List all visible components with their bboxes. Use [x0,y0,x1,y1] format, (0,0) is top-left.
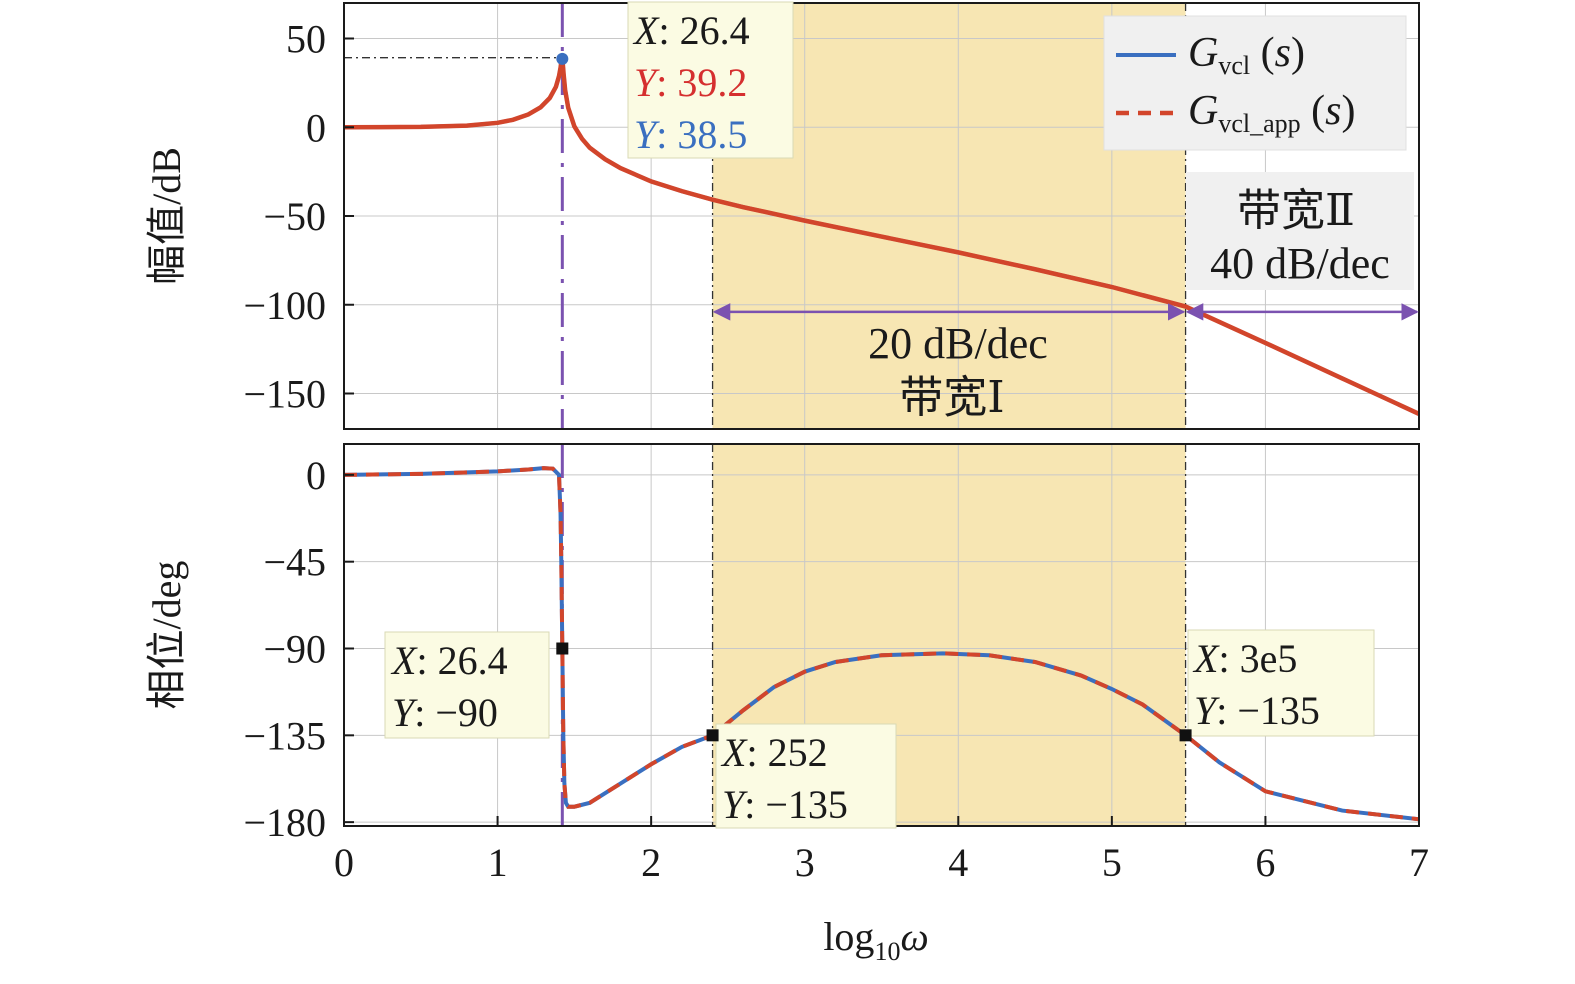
peak-datatip: X: 26.4 Y: 39.2 Y: 38.5 [627,1,794,159]
phase-x-tick-label: 6 [1255,840,1275,885]
phase-y-tick-label: −135 [243,713,326,758]
legend-box [1103,15,1407,151]
magnitude-y-tick-label: −150 [243,372,326,417]
phase-datatip-markers [556,642,1192,742]
phase-datatip-2-box [715,723,897,829]
phase-x-tick-label: 4 [948,840,968,885]
phase-datatip-marker-2 [706,729,719,742]
magnitude-panel: 50 0 −50 −100 −150 幅值/dB X: 26.4 Y: 39.2 Y: … [144,1,1420,430]
peak-datatip-y-vcl: Y: 38.5 [634,112,747,157]
phase-x-tick-label: 1 [488,840,508,885]
phase-datatip-3-box [1187,629,1375,737]
bandwidth-2-slope-label: 40 dB/dec [1210,239,1390,288]
magnitude-y-ticks: 50 0 −50 −100 −150 [243,17,354,417]
magnitude-y-tick-label: 0 [306,105,326,150]
phase-datatip-marker-1 [556,642,569,655]
magnitude-y-tick-label: −100 [243,283,326,328]
legend: Gvcl (s) Gvcl_app (s) [1103,15,1407,151]
phase-datatip-3-y: Y: −135 [1194,688,1320,733]
peak-datatip-box [627,1,794,159]
phase-x-tick-label: 3 [795,840,815,885]
bandwidth-2-label-box [1186,172,1414,290]
phase-datatip-2: X: 252 Y: −135 [715,723,897,829]
peak-datatip-y-app: Y: 39.2 [634,60,747,105]
phase-x-axis-label: log10ω [823,914,928,966]
phase-y-tick-label: −45 [263,540,326,585]
phase-datatip-1-x: X: 26.4 [390,638,508,683]
peak-marker-dot [556,52,569,65]
phase-x-tick-label: 2 [641,840,661,885]
legend-label-gvcl: Gvcl (s) [1188,30,1305,80]
phase-datatip-2-x: X: 252 [720,730,828,775]
bandwidth-2-label: 带宽Ⅱ [1237,186,1355,235]
phase-datatip-1-box [384,631,550,739]
phase-curve-gvcl-app [344,466,1419,822]
phase-datatip-1-y: Y: −90 [392,690,498,735]
phase-x-tick-label: 0 [334,840,354,885]
phase-datatip-3: X: 3e5 Y: −135 [1187,629,1375,737]
phase-x-tick-label: 5 [1102,840,1122,885]
peak-datatip-x: X: 26.4 [632,8,750,53]
phase-y-tick-label: −180 [243,800,326,845]
phase-y-axis-label: 相位/deg [144,561,189,710]
phase-datatip-marker-3 [1179,729,1192,742]
phase-datatip-3-x: X: 3e5 [1192,636,1297,681]
phase-x-tick-label: 7 [1409,840,1429,885]
phase-datatip-1: X: 26.4 Y: −90 [384,631,550,739]
legend-label-gvcl-app: Gvcl_app (s) [1188,88,1356,138]
magnitude-curve-gvcl-app [344,57,1419,416]
bandwidth-1-slope-label: 20 dB/dec [868,319,1048,368]
phase-datatip-2-y: Y: −135 [722,782,848,827]
phase-y-ticks: 0 −45 −90 −135 −180 [243,453,354,845]
phase-x-ticks: 0 1 2 3 4 5 6 7 [334,816,1429,885]
magnitude-y-tick-label: −50 [263,194,326,239]
phase-panel: 0 −45 −90 −135 −180 0 1 2 3 4 5 6 7 相位/deg log10ω X… [144,443,1429,966]
magnitude-y-axis-label: 幅值/dB [144,147,189,285]
phase-y-tick-label: 0 [306,453,326,498]
bandwidth-1-label: 带宽Ⅰ [899,373,1004,422]
magnitude-y-tick-label: 50 [286,17,326,62]
phase-y-tick-label: −90 [263,627,326,672]
